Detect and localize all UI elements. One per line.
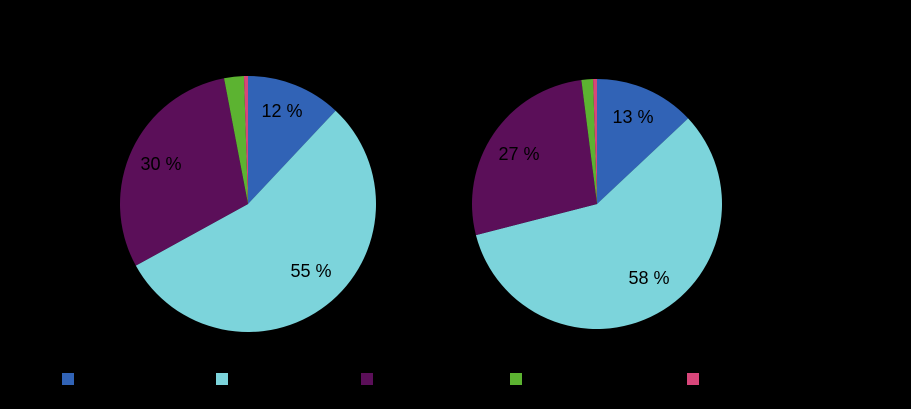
pie-0-data-label-0: 12 % xyxy=(261,101,302,121)
legend-swatch-2 xyxy=(361,373,373,385)
legend-swatch-4 xyxy=(687,373,699,385)
legend-swatch-3 xyxy=(510,373,522,385)
pie-1-slice-1 xyxy=(475,118,723,330)
pie-0-data-label-1: 55 % xyxy=(290,261,331,281)
pie-1-data-label-1: 58 % xyxy=(628,268,669,288)
legend-swatch-1 xyxy=(216,373,228,385)
pie-0-slice-1 xyxy=(135,110,376,332)
pie-1-data-label-2: 27 % xyxy=(498,144,539,164)
pie-1-slice-0 xyxy=(597,79,689,204)
pie-0-slice-2 xyxy=(120,78,248,266)
legend xyxy=(62,373,699,385)
pie-1-slice-4 xyxy=(593,78,597,204)
legend-swatch-0 xyxy=(62,373,74,385)
pie-0-slice-4 xyxy=(243,75,248,204)
pie-1-slice-3 xyxy=(581,79,597,204)
pie-0-slice-0 xyxy=(248,76,336,204)
pie-0-data-label-2: 30 % xyxy=(140,154,181,174)
pie-chart-right: 13 % 58 % 27 % xyxy=(472,78,723,330)
pie-0-slice-3 xyxy=(224,76,248,204)
pie-chart-left: 12 % 55 % 30 % xyxy=(120,75,376,332)
pie-1-data-label-0: 13 % xyxy=(612,107,653,127)
pie-1-slice-2 xyxy=(472,79,597,236)
